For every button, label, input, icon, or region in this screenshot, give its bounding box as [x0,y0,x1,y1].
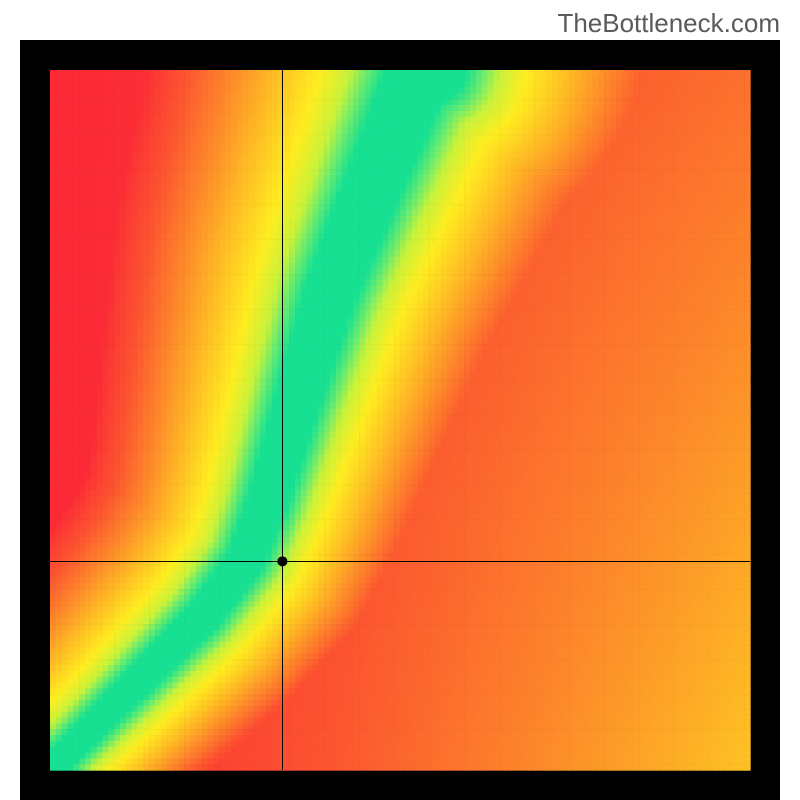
watermark-text: TheBottleneck.com [557,8,780,39]
bottleneck-heatmap [20,40,780,800]
page-container: TheBottleneck.com [0,0,800,800]
